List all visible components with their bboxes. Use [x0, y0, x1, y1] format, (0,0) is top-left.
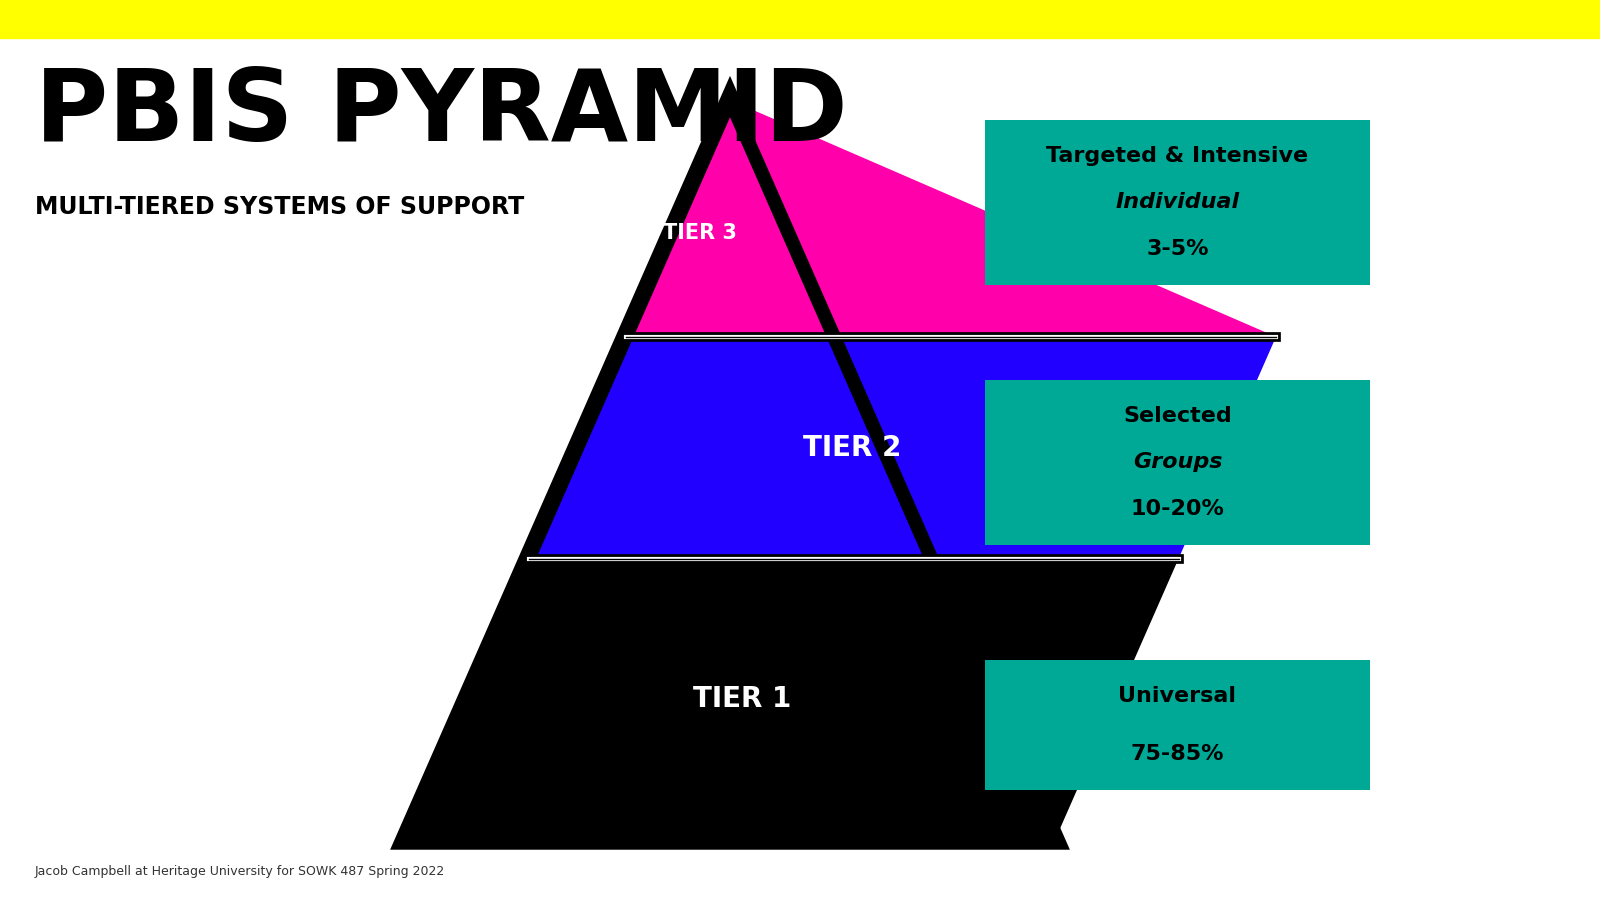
Text: Jacob Campbell at Heritage University for SOWK 487 Spring 2022: Jacob Campbell at Heritage University fo…	[35, 865, 445, 878]
Text: Targeted & Intensive: Targeted & Intensive	[1046, 147, 1309, 166]
Text: TIER 2: TIER 2	[803, 434, 901, 462]
Polygon shape	[528, 337, 1277, 559]
Text: TIER 1: TIER 1	[693, 686, 790, 714]
Text: PBIS PYRAMID: PBIS PYRAMID	[35, 65, 848, 162]
Text: Individual: Individual	[1115, 193, 1240, 212]
Text: Groups: Groups	[1133, 453, 1222, 472]
Polygon shape	[405, 559, 1179, 840]
FancyBboxPatch shape	[986, 380, 1370, 545]
Polygon shape	[626, 100, 1277, 337]
Text: MULTI-TIERED SYSTEMS OF SUPPORT: MULTI-TIERED SYSTEMS OF SUPPORT	[35, 195, 525, 219]
Text: Universal: Universal	[1118, 687, 1237, 707]
Bar	[0, 0, 1600, 38]
Text: 10-20%: 10-20%	[1131, 499, 1224, 518]
Text: 75-85%: 75-85%	[1131, 743, 1224, 763]
FancyBboxPatch shape	[986, 120, 1370, 285]
Text: TIER 3: TIER 3	[662, 223, 738, 243]
Text: 3-5%: 3-5%	[1146, 238, 1208, 258]
FancyBboxPatch shape	[986, 660, 1370, 790]
Text: Selected: Selected	[1123, 406, 1232, 427]
